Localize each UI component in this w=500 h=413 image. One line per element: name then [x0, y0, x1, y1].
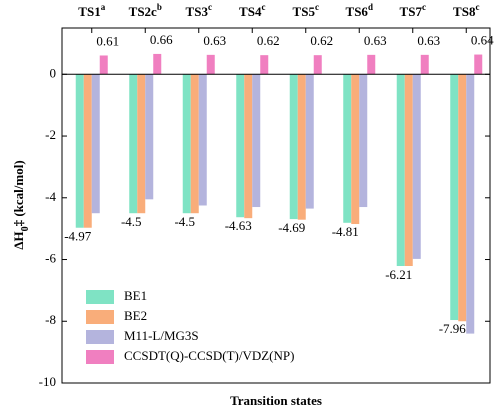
bar	[396, 74, 405, 267]
data-label: -6.21	[385, 267, 412, 282]
bar	[412, 74, 421, 259]
y-axis-title: ΔH0‡ (kcal/mol)	[11, 160, 31, 249]
bar	[244, 74, 253, 219]
bar	[351, 74, 360, 225]
data-label: -4.81	[332, 224, 359, 239]
bar	[359, 74, 368, 208]
x-tick-label: TS7c	[400, 2, 426, 19]
bar	[343, 74, 352, 223]
legend-label: M11-L/MG3S	[124, 328, 199, 343]
data-label: 0.62	[310, 33, 333, 48]
bar	[83, 74, 92, 228]
plot-frame	[61, 27, 491, 384]
bar	[145, 74, 154, 200]
y-tick-label: -6	[45, 251, 56, 266]
bar	[289, 74, 298, 220]
bar	[458, 74, 467, 322]
bar	[137, 74, 146, 214]
y-tick-label: -10	[39, 374, 56, 389]
y-axis-title-subscript: 0	[20, 226, 31, 231]
bar	[404, 74, 413, 267]
legend-swatch	[86, 310, 114, 324]
legend-swatch	[86, 330, 114, 344]
x-tick-label: TS6d	[346, 2, 373, 19]
bar	[190, 74, 199, 214]
data-label: 0.63	[417, 33, 440, 48]
category-superscript: c	[261, 2, 265, 12]
bar	[91, 74, 100, 214]
data-label: -4.5	[121, 214, 142, 229]
bar	[305, 74, 314, 209]
bar	[450, 74, 459, 321]
bar	[75, 74, 84, 228]
category-superscript: c	[315, 2, 319, 12]
bar	[313, 55, 322, 75]
y-tick-label: -2	[45, 127, 56, 142]
category-name: TS4	[239, 4, 262, 19]
x-tick-label: TS4c	[239, 2, 265, 19]
bar	[367, 54, 376, 75]
category-name: TS5	[293, 4, 316, 19]
category-superscript: a	[101, 2, 106, 12]
data-label: -4.5	[174, 214, 195, 229]
category-superscript: b	[157, 2, 162, 12]
category-superscript: c	[208, 2, 212, 12]
x-tick-label: TS1a	[78, 2, 105, 19]
x-tick-label: TS8c	[453, 2, 479, 19]
y-tick-label: -8	[45, 312, 56, 327]
bar	[129, 74, 138, 214]
y-axis-title-main: ΔH	[11, 231, 26, 249]
y-tick-label: 0	[50, 65, 57, 80]
category-superscript: d	[368, 2, 373, 12]
data-label: -4.69	[278, 220, 305, 235]
x-tick-label: TS2cb	[129, 2, 162, 19]
category-name: TS2c	[129, 4, 157, 19]
bar	[474, 54, 483, 75]
x-axis-title: Transition states	[230, 393, 322, 408]
category-name: TS7	[400, 4, 423, 19]
data-label: -4.97	[64, 229, 92, 244]
data-label: -4.63	[225, 218, 252, 233]
bar	[420, 54, 429, 75]
bar	[236, 74, 245, 218]
x-tick-label: TS5c	[293, 2, 319, 19]
bar	[252, 74, 261, 208]
category-name: TS1	[78, 4, 100, 19]
category-name: TS6	[346, 4, 369, 19]
data-label: 0.64	[471, 33, 494, 48]
category-superscript: c	[422, 2, 426, 12]
legend-label: CCSDT(Q)-CCSD(T)/VDZ(NP)	[124, 348, 294, 363]
bar	[260, 55, 269, 75]
legend-swatch	[86, 290, 114, 304]
bar	[153, 53, 162, 75]
legend-swatch	[86, 350, 114, 364]
category-superscript: c	[475, 2, 479, 12]
data-label: -7.96	[439, 321, 467, 336]
data-label: 0.66	[150, 32, 173, 47]
data-label: 0.61	[96, 33, 119, 48]
legend-label: BE1	[124, 288, 147, 303]
data-label: 0.63	[203, 33, 226, 48]
y-tick-label: -4	[45, 189, 56, 204]
bar	[297, 74, 306, 220]
bar	[206, 54, 215, 75]
category-name: TS8	[453, 4, 476, 19]
data-label: 0.63	[364, 33, 387, 48]
x-tick-label: TS3c	[186, 2, 212, 19]
bar	[198, 74, 207, 206]
category-name: TS3	[186, 4, 209, 19]
y-axis-title-suffix: ‡ (kcal/mol)	[11, 160, 26, 226]
bar	[182, 74, 191, 214]
legend-label: BE2	[124, 308, 147, 323]
bar	[466, 74, 475, 334]
data-label: 0.62	[257, 33, 280, 48]
bar	[99, 55, 108, 75]
